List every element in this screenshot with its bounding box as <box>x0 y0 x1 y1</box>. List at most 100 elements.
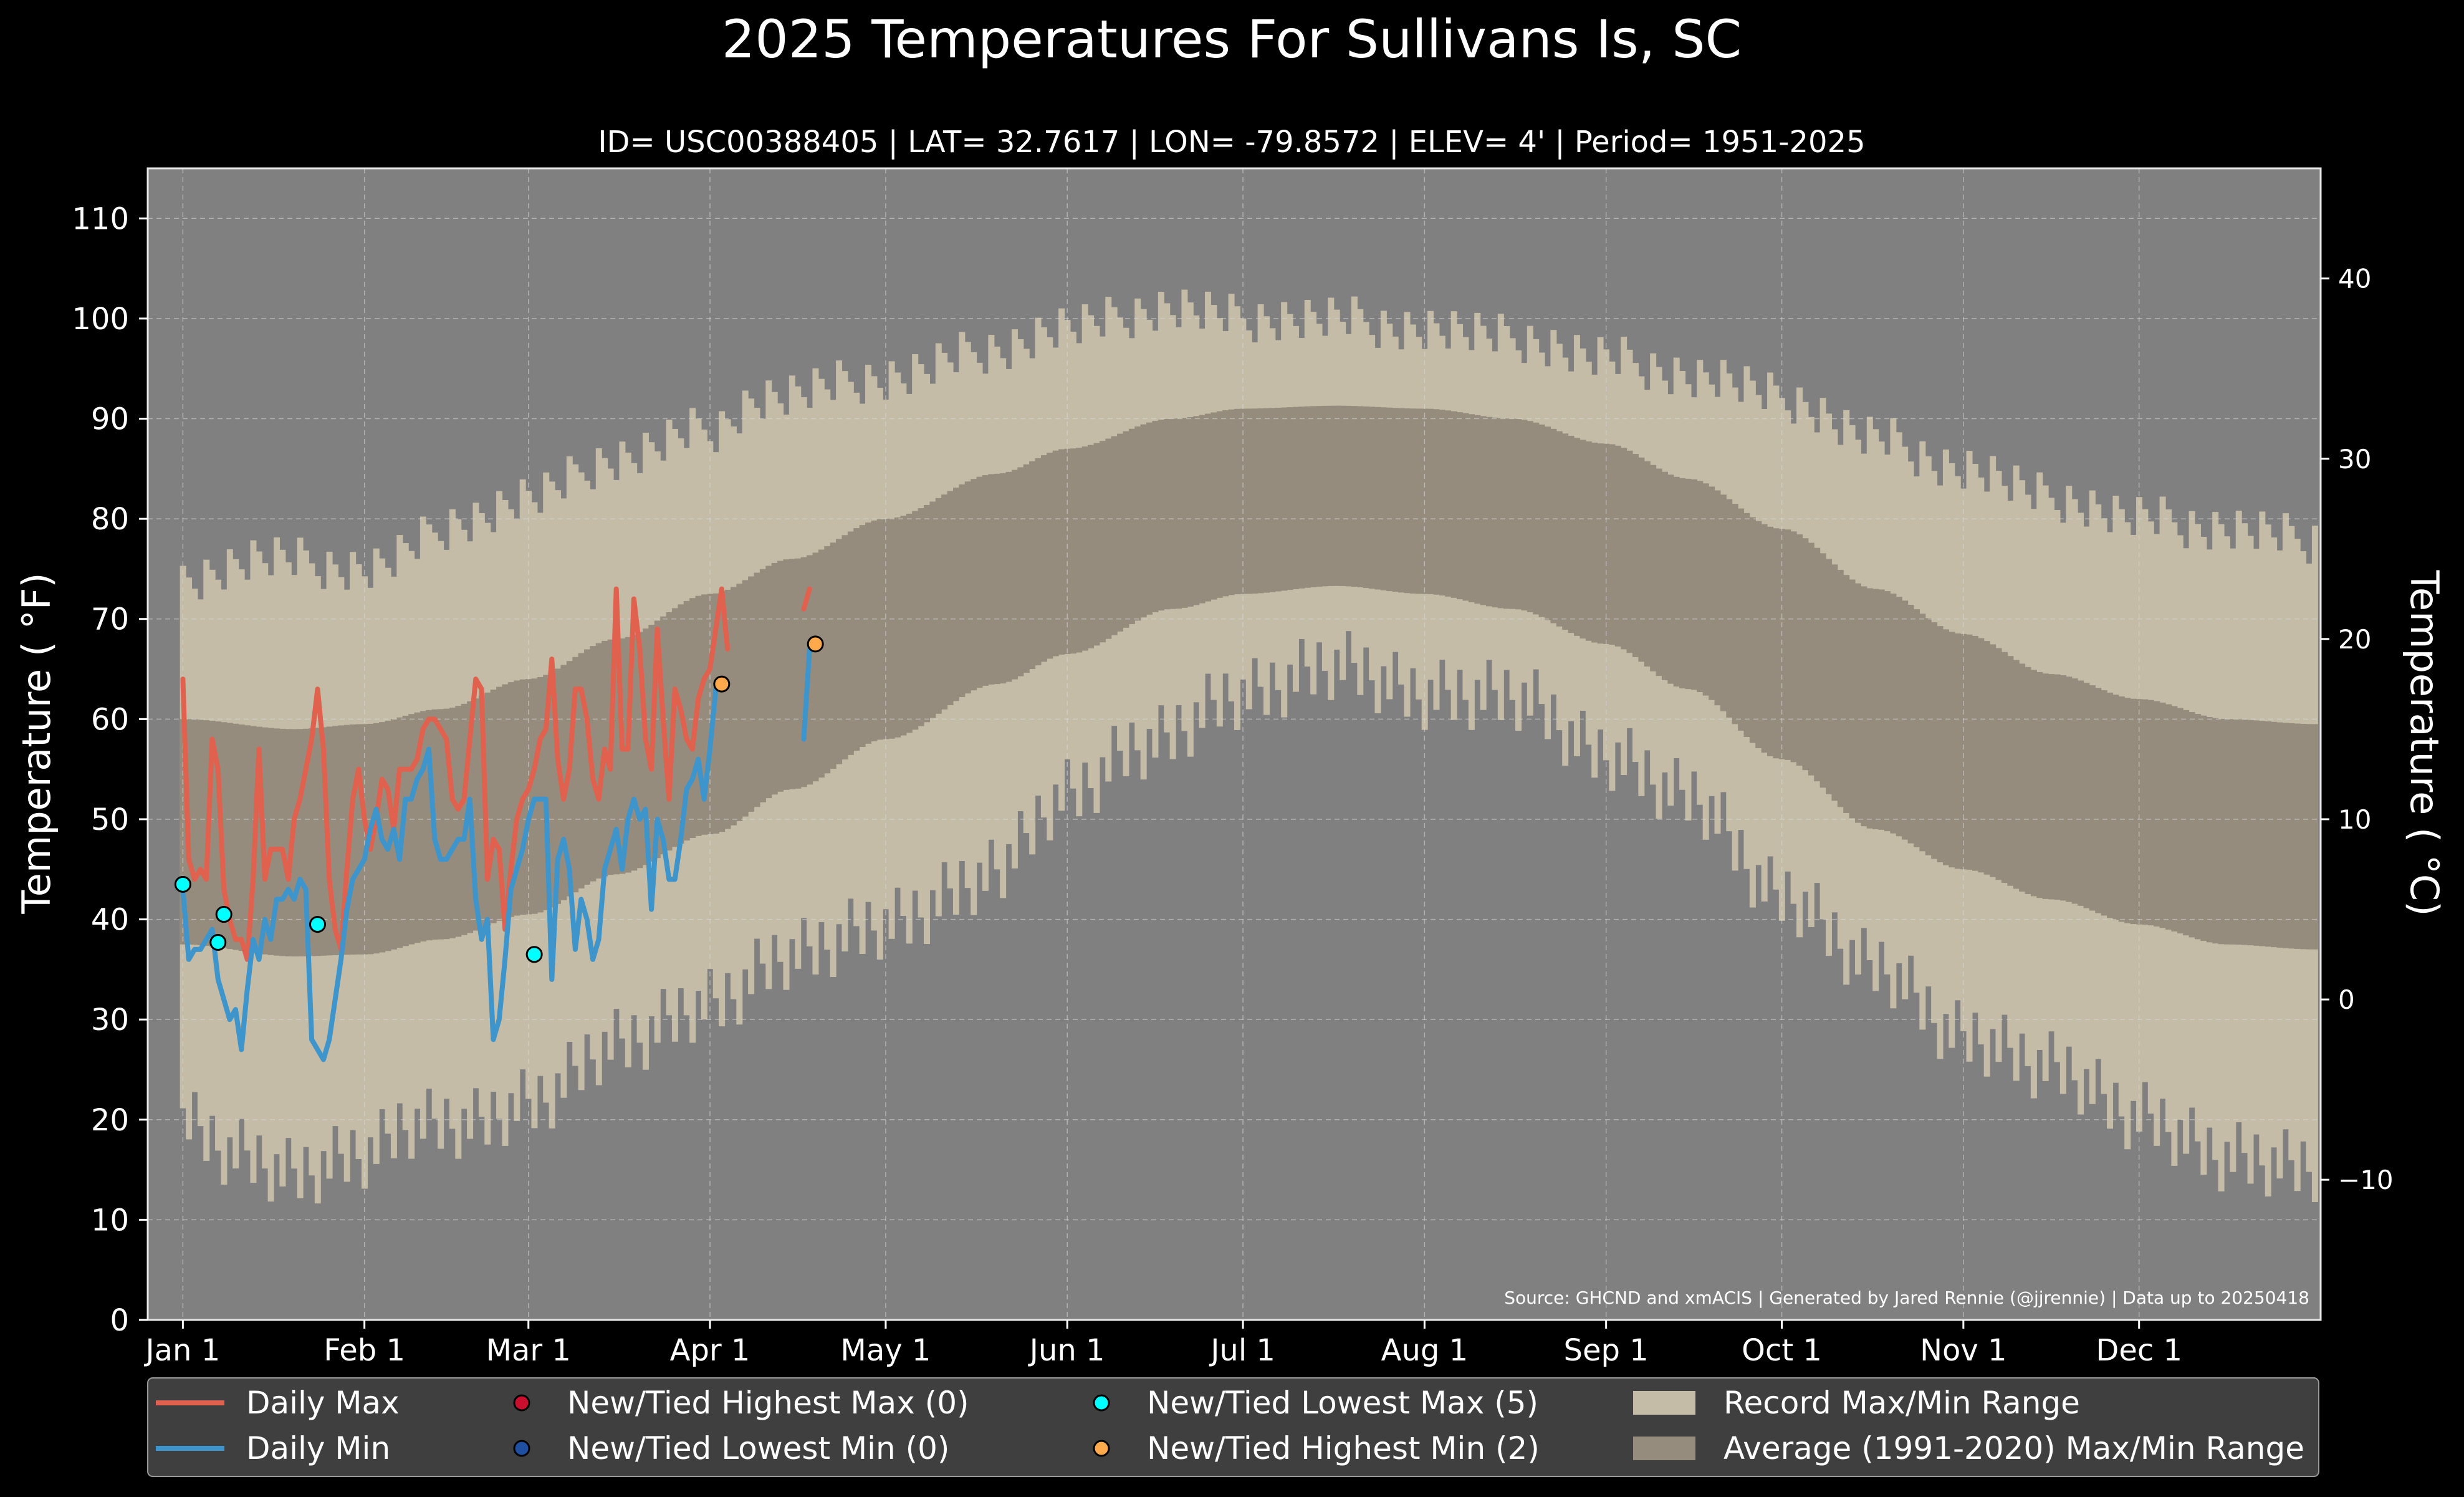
legend-label: Record Max/Min Range <box>1723 1385 2080 1421</box>
normal-bar <box>935 498 942 714</box>
normal-bar <box>712 593 719 834</box>
normal-bar <box>1609 444 1616 645</box>
normal-bar <box>496 686 503 921</box>
normal-bar <box>1140 424 1147 618</box>
normal-bar <box>689 598 696 838</box>
normal-bar <box>1152 421 1159 613</box>
normal-bar <box>1404 408 1411 594</box>
normal-bar <box>2007 656 2014 886</box>
normal-bar <box>537 676 544 913</box>
normal-bar <box>1123 431 1129 628</box>
normal-bar <box>285 729 292 956</box>
x-tick-label: Nov 1 <box>1920 1333 2006 1368</box>
normal-bar <box>777 561 784 792</box>
normal-bar <box>1380 407 1387 590</box>
normal-bar <box>2118 696 2125 922</box>
normal-bar <box>2177 708 2184 934</box>
normal-bar <box>1626 450 1633 653</box>
normal-bar <box>631 635 638 871</box>
normal-bar <box>1351 406 1358 587</box>
normal-bar <box>584 649 591 885</box>
legend-item: Daily Max <box>156 1385 400 1421</box>
legend-swatch-marker <box>1093 1394 1110 1412</box>
normal-bar <box>994 473 1000 685</box>
normal-bar <box>426 710 433 941</box>
normal-bar <box>2288 723 2295 949</box>
normal-bar <box>1409 408 1416 594</box>
normal-bar <box>2054 674 2061 900</box>
normal-bar <box>789 559 795 789</box>
y-tick-label: 80 <box>91 502 129 537</box>
normal-bar <box>1966 634 1973 870</box>
normal-bar <box>1216 411 1223 598</box>
y-tick-label: 0 <box>110 1303 129 1338</box>
normal-bar <box>1808 542 1814 776</box>
normal-bar <box>1538 424 1545 617</box>
normal-bar <box>853 528 860 751</box>
normal-bar <box>1884 591 1891 832</box>
normal-bar <box>549 671 555 908</box>
normal-bar <box>2206 717 2213 943</box>
normal-bar <box>1972 635 1978 871</box>
normal-bar <box>373 723 380 954</box>
normal-bar <box>619 638 626 874</box>
normal-bar <box>1621 448 1627 650</box>
normal-bar <box>1685 478 1692 690</box>
normal-bar <box>1866 588 1873 829</box>
normal-bar <box>197 720 204 946</box>
normal-bar <box>883 519 889 739</box>
chart-title: 2025 Temperatures For Sullivans Is, SC <box>722 9 1742 70</box>
normal-bar <box>2247 720 2254 946</box>
normal-bar <box>1937 626 1944 862</box>
lowest-max-marker <box>209 934 227 951</box>
normal-bar <box>209 721 216 947</box>
legend-swatch-patch <box>1633 1391 1695 1415</box>
x-tick-label: Mar 1 <box>486 1333 571 1368</box>
x-tick-label: Apr 1 <box>670 1333 750 1368</box>
normal-bar <box>1193 416 1200 605</box>
normal-bar <box>1550 428 1557 623</box>
normal-bar <box>871 520 878 741</box>
normal-bar <box>215 721 222 948</box>
normal-bar <box>976 476 983 688</box>
normal-bar <box>1146 422 1153 615</box>
normal-bar <box>232 723 239 950</box>
x-tick-label: Jul 1 <box>1209 1333 1275 1368</box>
normal-bar <box>971 479 977 691</box>
normal-bar <box>1000 473 1007 684</box>
normal-bar <box>221 722 228 948</box>
lowest-max-marker <box>525 946 543 963</box>
normal-bar <box>1210 412 1217 600</box>
normal-bar <box>274 728 280 956</box>
y-tick-label: 10 <box>91 1203 129 1238</box>
lowest-max-marker <box>215 906 232 923</box>
normal-bar <box>1861 586 1867 827</box>
daily-max-line <box>180 586 731 962</box>
normal-bar <box>1562 433 1569 630</box>
normal-bar <box>2066 676 2073 902</box>
normal-bar <box>959 484 966 697</box>
normal-bar <box>1942 629 1949 865</box>
normal-bar <box>1040 455 1047 662</box>
normal-bar <box>1949 632 1955 868</box>
normal-bar <box>560 665 567 900</box>
normal-bar <box>1486 416 1493 607</box>
normal-bar <box>1275 407 1282 592</box>
normal-bar <box>636 632 643 869</box>
normal-bar <box>1497 418 1504 609</box>
normal-bar <box>1632 454 1639 657</box>
y-tick-label-right: 30 <box>2338 444 2371 474</box>
normal-bar <box>531 678 538 914</box>
y-tick-label: 30 <box>91 1003 129 1037</box>
normal-bar <box>244 725 251 952</box>
normal-bar <box>1749 517 1756 743</box>
x-tick-label: Sep 1 <box>1564 1333 1649 1368</box>
normal-bar <box>1304 406 1311 588</box>
legend: Daily Max Daily Min New/Tied Highest Max (… <box>147 1377 2319 1477</box>
normal-bar <box>1052 450 1059 657</box>
normal-bar <box>402 715 409 946</box>
normal-bar <box>1925 618 1932 855</box>
legend-item: Average (1991-2020) Max/Min Range <box>1633 1430 2304 1466</box>
normal-bar <box>1111 436 1118 635</box>
normal-bar <box>1907 604 1914 844</box>
